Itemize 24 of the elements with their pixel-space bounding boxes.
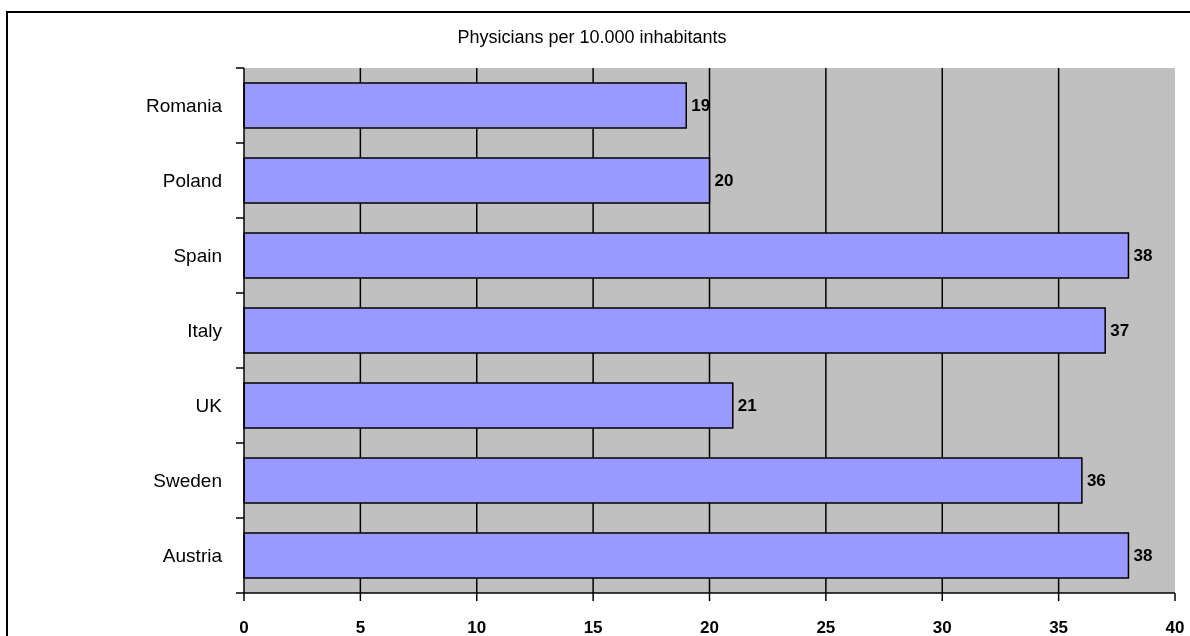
x-tick-label: 0 xyxy=(239,618,249,636)
x-tick-label: 25 xyxy=(816,618,836,636)
x-tick-label: 30 xyxy=(932,618,952,636)
y-tick-label: UK xyxy=(195,395,223,417)
x-tick-label: 20 xyxy=(700,618,719,636)
y-tick-label: Italy xyxy=(187,320,223,342)
data-label: 38 xyxy=(1133,246,1153,266)
y-tick-label: Spain xyxy=(173,245,222,267)
data-label: 20 xyxy=(714,171,734,191)
y-tick-label: Poland xyxy=(162,170,222,192)
x-tick-label: 40 xyxy=(1165,618,1185,636)
y-tick-label: Sweden xyxy=(153,470,222,492)
chart-title: Physicians per 10.000 inhabitants xyxy=(457,27,727,47)
data-label: 38 xyxy=(1133,546,1153,566)
data-label: 19 xyxy=(691,96,711,116)
data-label: 21 xyxy=(737,396,757,416)
data-label: 37 xyxy=(1110,321,1130,341)
x-tick-label: 5 xyxy=(355,618,366,636)
x-tick-label: 10 xyxy=(467,618,487,636)
y-tick-label: Romania xyxy=(145,95,223,117)
y-tick-label: Austria xyxy=(162,545,223,567)
x-tick-label: 35 xyxy=(1049,618,1069,636)
x-tick-label: 15 xyxy=(583,618,603,636)
data-label: 36 xyxy=(1086,471,1106,491)
